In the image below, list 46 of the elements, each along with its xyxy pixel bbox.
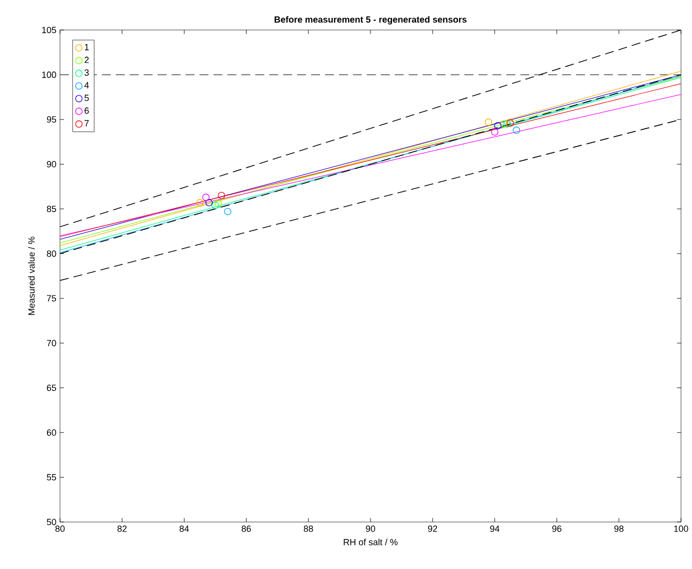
x-tick-label: 84 bbox=[180, 526, 189, 532]
y-tick-label: 90 bbox=[46, 161, 56, 168]
point bbox=[205, 199, 213, 206]
x-axis-title: RH of salt / % bbox=[344, 538, 398, 546]
legend-label: 7 bbox=[84, 120, 89, 126]
x-tick-label: 80 bbox=[55, 526, 65, 532]
y-tick-label: 75 bbox=[46, 295, 56, 302]
legend-label: 6 bbox=[84, 107, 89, 114]
x-tick-label: 94 bbox=[490, 526, 500, 532]
point bbox=[506, 119, 514, 127]
point bbox=[494, 122, 502, 130]
x-tick-label: 88 bbox=[304, 526, 313, 532]
point bbox=[491, 128, 498, 136]
point bbox=[512, 126, 520, 134]
y-tick-label: 55 bbox=[46, 474, 56, 480]
legend-label: 1 bbox=[84, 44, 89, 50]
y-axis-title: Measured value / % bbox=[28, 236, 35, 315]
y-tick-label: 105 bbox=[42, 26, 56, 34]
x-tick-label: 96 bbox=[552, 526, 562, 532]
x-tick-label: 98 bbox=[614, 526, 624, 532]
y-tick-label: 50 bbox=[46, 518, 56, 526]
chart-title: Before measurement 5 - regenerated sensors bbox=[274, 16, 467, 24]
legend-label: 5 bbox=[84, 94, 89, 102]
legend-label: 2 bbox=[84, 56, 89, 63]
x-tick-label: 100 bbox=[674, 526, 688, 532]
point bbox=[202, 194, 210, 201]
legend-label: 4 bbox=[84, 82, 89, 88]
y-tick-label: 100 bbox=[42, 72, 56, 78]
y-tick-label: 60 bbox=[46, 429, 56, 436]
y-tick-label: 85 bbox=[46, 206, 56, 212]
x-tick-label: 86 bbox=[242, 526, 251, 532]
x-tick-label: 90 bbox=[366, 526, 376, 532]
point bbox=[212, 202, 219, 209]
y-tick-label: 95 bbox=[46, 116, 56, 123]
x-tick-label: 82 bbox=[118, 526, 127, 532]
point bbox=[503, 120, 511, 128]
y-tick-label: 65 bbox=[46, 384, 56, 391]
point bbox=[196, 199, 204, 206]
x-tick-label: 92 bbox=[428, 526, 438, 532]
y-tick-label: 80 bbox=[46, 250, 56, 257]
point bbox=[224, 208, 232, 216]
point bbox=[218, 192, 226, 200]
legend-label: 3 bbox=[84, 69, 89, 76]
point bbox=[214, 200, 222, 208]
y-tick-label: 70 bbox=[46, 340, 56, 346]
point bbox=[484, 118, 492, 126]
